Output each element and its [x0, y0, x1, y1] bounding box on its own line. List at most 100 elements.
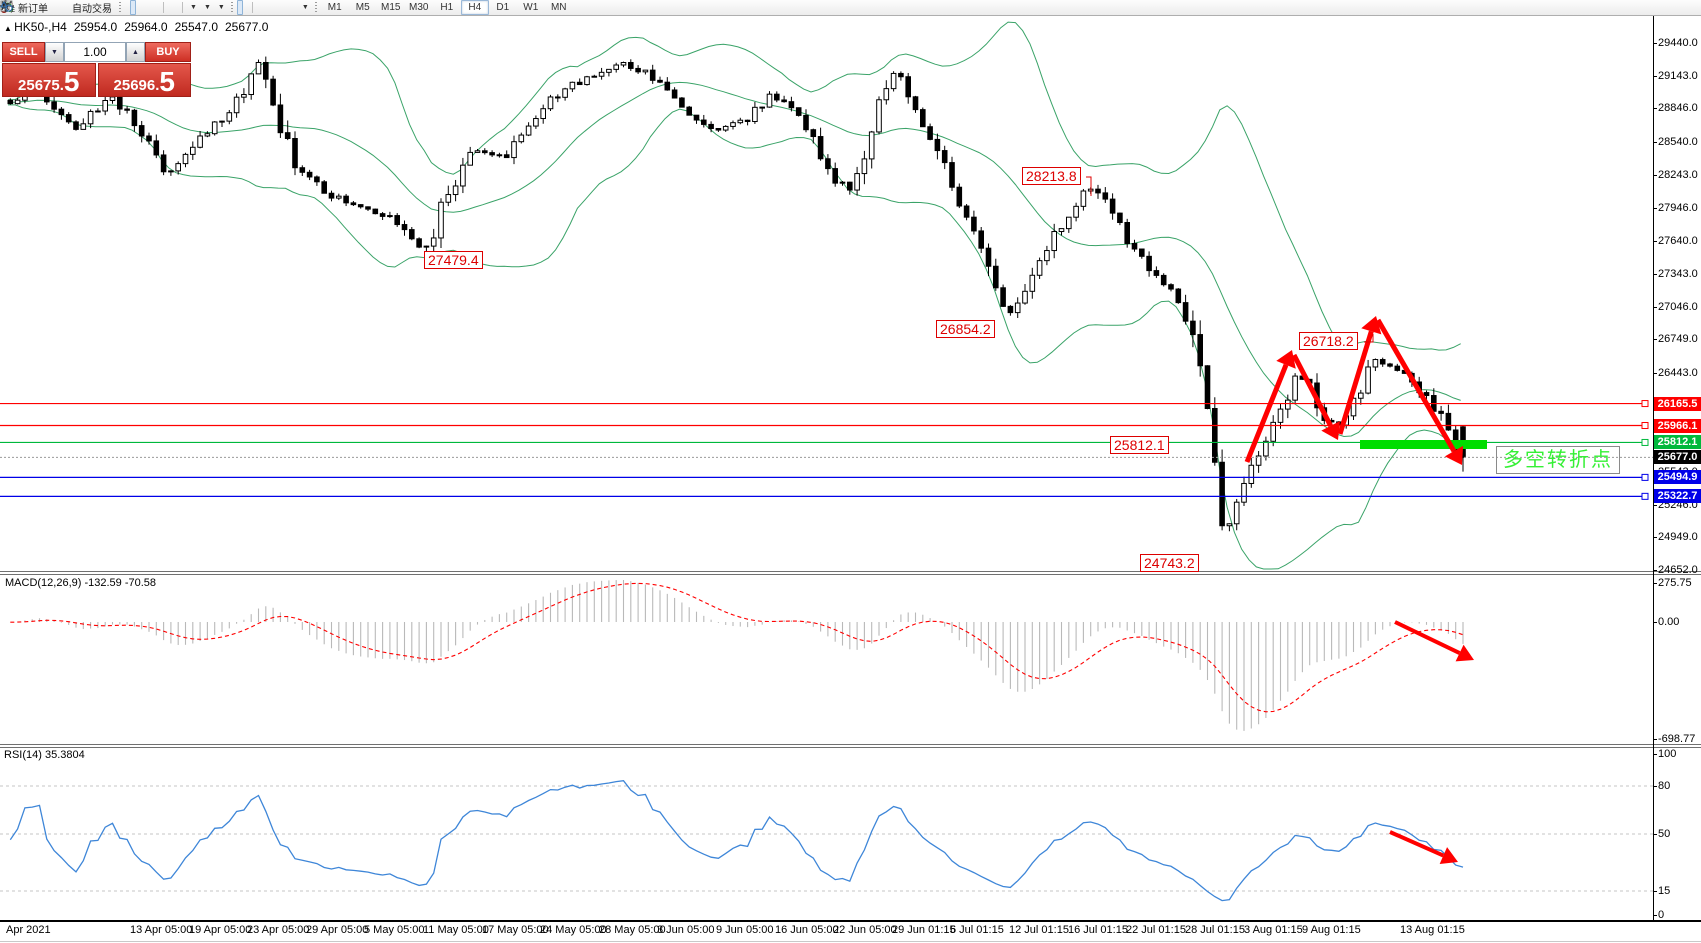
timeframe-h1[interactable]: H1 — [440, 2, 454, 13]
time-tick[interactable]: 5 May 05:00 — [364, 924, 425, 936]
macd-tick[interactable]: 0.00 — [1658, 616, 1680, 628]
volume-decrease-button[interactable]: ▼ — [45, 42, 64, 62]
new-chart-button[interactable]: ▼ — [0, 0, 200, 15]
rsi-tick-dash — [1653, 891, 1657, 892]
horizontal-line-icon[interactable] — [0, 0, 268, 15]
price-tick[interactable]: 27046.0 — [1658, 300, 1698, 313]
price-tick[interactable]: 26443.0 — [1658, 366, 1698, 379]
price-tick-dash — [1653, 75, 1657, 77]
volume-input[interactable]: 1.00 — [64, 42, 126, 62]
sell-price-button[interactable]: 25675. 5 — [2, 63, 96, 97]
time-tick[interactable]: 6 Jul 01:15 — [950, 924, 1004, 936]
rsi-tick-dash — [1653, 786, 1657, 787]
pane-separator[interactable] — [0, 571, 1701, 572]
price-tick[interactable]: 27946.0 — [1658, 201, 1698, 214]
time-tick[interactable]: 9 Aug 01:15 — [1302, 924, 1361, 936]
time-tick[interactable]: 13 Apr 05:00 — [130, 924, 193, 936]
time-tick[interactable]: 17 May 05:00 — [482, 924, 549, 936]
shapes-button[interactable]: ▼ — [0, 0, 312, 15]
time-tick[interactable]: 3 Aug 01:15 — [1244, 924, 1303, 936]
time-tick[interactable]: 29 Apr 05:00 — [306, 924, 369, 936]
price-tick[interactable]: 27640.0 — [1658, 235, 1698, 248]
new-order-button[interactable]: 新订单 — [0, 0, 51, 15]
buy-price-button[interactable]: 25696. 5 — [97, 63, 191, 97]
time-tick[interactable]: 22 Jul 01:15 — [1126, 924, 1186, 936]
autotrading-button[interactable]: 自动交易 — [0, 0, 115, 15]
price-callout[interactable]: 28213.8 — [1022, 167, 1081, 185]
timeframe-w1[interactable]: W1 — [523, 2, 539, 13]
price-tick[interactable]: 28243.0 — [1658, 168, 1698, 181]
macd-pane-title: MACD(12,26,9) -132.59 -70.58 — [3, 577, 159, 589]
time-tick[interactable]: 28 Jul 01:15 — [1185, 924, 1245, 936]
price-tick[interactable]: 29143.0 — [1658, 69, 1698, 82]
price-tick[interactable]: 24949.0 — [1658, 531, 1698, 544]
rsi-tick-dash — [1653, 754, 1657, 755]
rsi-tick-dash — [1653, 834, 1657, 835]
time-tick[interactable]: 19 Apr 05:00 — [189, 924, 252, 936]
macd-tick[interactable]: 275.75 — [1658, 577, 1692, 589]
pane-separator[interactable] — [0, 747, 1701, 748]
timeframe-m15[interactable]: M15 — [381, 2, 401, 13]
price-tick[interactable]: 28540.0 — [1658, 136, 1698, 149]
time-tick[interactable]: 9 Jun 05:00 — [716, 924, 774, 936]
timeframe-mn[interactable]: MN — [550, 2, 567, 13]
price-tick[interactable]: 26749.0 — [1658, 333, 1698, 346]
price-callout[interactable]: 27479.4 — [424, 251, 483, 269]
timeframe-m1[interactable]: M1 — [327, 2, 342, 13]
svg-text:E: E — [11, 8, 15, 13]
cursor-icon[interactable] — [2, 0, 243, 15]
rsi-tick[interactable]: 100 — [1658, 748, 1677, 760]
timeframe-h4[interactable]: H4 — [460, 0, 489, 15]
text-label-icon[interactable]: T — [0, 0, 298, 15]
pane-separator[interactable] — [0, 574, 1701, 575]
collapse-triangle-icon[interactable]: ▲ — [4, 24, 15, 33]
tile-windows-icon[interactable] — [0, 0, 160, 15]
time-tick[interactable]: 23 Apr 05:00 — [247, 924, 310, 936]
price-tick[interactable]: 24652.0 — [1658, 564, 1698, 577]
volume-increase-button[interactable]: ▲ — [126, 42, 145, 62]
time-tick[interactable]: 16 Jul 01:15 — [1068, 924, 1128, 936]
sell-button[interactable]: SELL — [2, 42, 45, 62]
price-callout[interactable]: 24743.2 — [1140, 554, 1199, 572]
price-tick[interactable]: 29440.0 — [1658, 37, 1698, 49]
timeframe-d1[interactable]: D1 — [496, 2, 510, 13]
time-tick[interactable]: 22 Jun 05:00 — [833, 924, 897, 936]
price-callout[interactable]: 26718.2 — [1299, 332, 1358, 350]
price-callout[interactable]: 25812.1 — [1110, 436, 1169, 454]
annotation-note[interactable]: 多空转折点 — [1496, 446, 1620, 474]
time-tick[interactable]: 29 Jun 01:15 — [892, 924, 956, 936]
price-tick[interactable]: 27343.0 — [1658, 267, 1698, 280]
time-tick[interactable]: 11 May 05:00 — [423, 924, 489, 936]
price-tick[interactable]: 28846.0 — [1658, 102, 1698, 115]
timeframe-m30[interactable]: M30 — [409, 2, 429, 13]
time-tick[interactable]: Apr 2021 — [6, 924, 51, 936]
timeframe-m5[interactable]: M5 — [355, 2, 370, 13]
rsi-tick[interactable]: 50 — [1658, 828, 1671, 840]
time-tick[interactable]: 3 Jun 05:00 — [657, 924, 715, 936]
sell-price-main: 25675. — [18, 77, 64, 94]
rsi-tick[interactable]: 80 — [1658, 780, 1671, 792]
time-tick[interactable]: 16 Jun 05:00 — [775, 924, 839, 936]
time-tick[interactable]: 28 May 05:00 — [599, 924, 666, 936]
fibonacci-expansion-icon[interactable]: F — [1, 0, 286, 15]
time-tick[interactable]: 24 May 05:00 — [540, 924, 607, 936]
indicators-button[interactable]: ▼ — [0, 0, 228, 15]
crosshair-icon[interactable] — [0, 0, 249, 15]
periods-button[interactable]: ▼ — [1, 0, 214, 15]
buy-button[interactable]: BUY — [145, 42, 191, 62]
vertical-line-icon[interactable] — [4, 0, 262, 15]
rsi-tick[interactable]: 15 — [1658, 885, 1671, 897]
time-tick[interactable]: 13 Aug 01:15 — [1400, 924, 1465, 936]
price-callout[interactable]: 26854.2 — [936, 320, 995, 338]
macd-tick[interactable]: -698.77 — [1658, 733, 1696, 745]
time-tick[interactable]: 12 Jul 01:15 — [1009, 924, 1069, 936]
fibonacci-icon[interactable]: E — [0, 0, 280, 15]
text-icon[interactable]: A — [2, 0, 292, 15]
rsi-tick[interactable]: 0 — [1658, 909, 1665, 921]
trendline-icon[interactable] — [0, 0, 274, 15]
auto-scroll-icon[interactable] — [1, 0, 179, 15]
pane-separator[interactable] — [0, 744, 1701, 745]
price-tick-dash — [1653, 241, 1657, 243]
